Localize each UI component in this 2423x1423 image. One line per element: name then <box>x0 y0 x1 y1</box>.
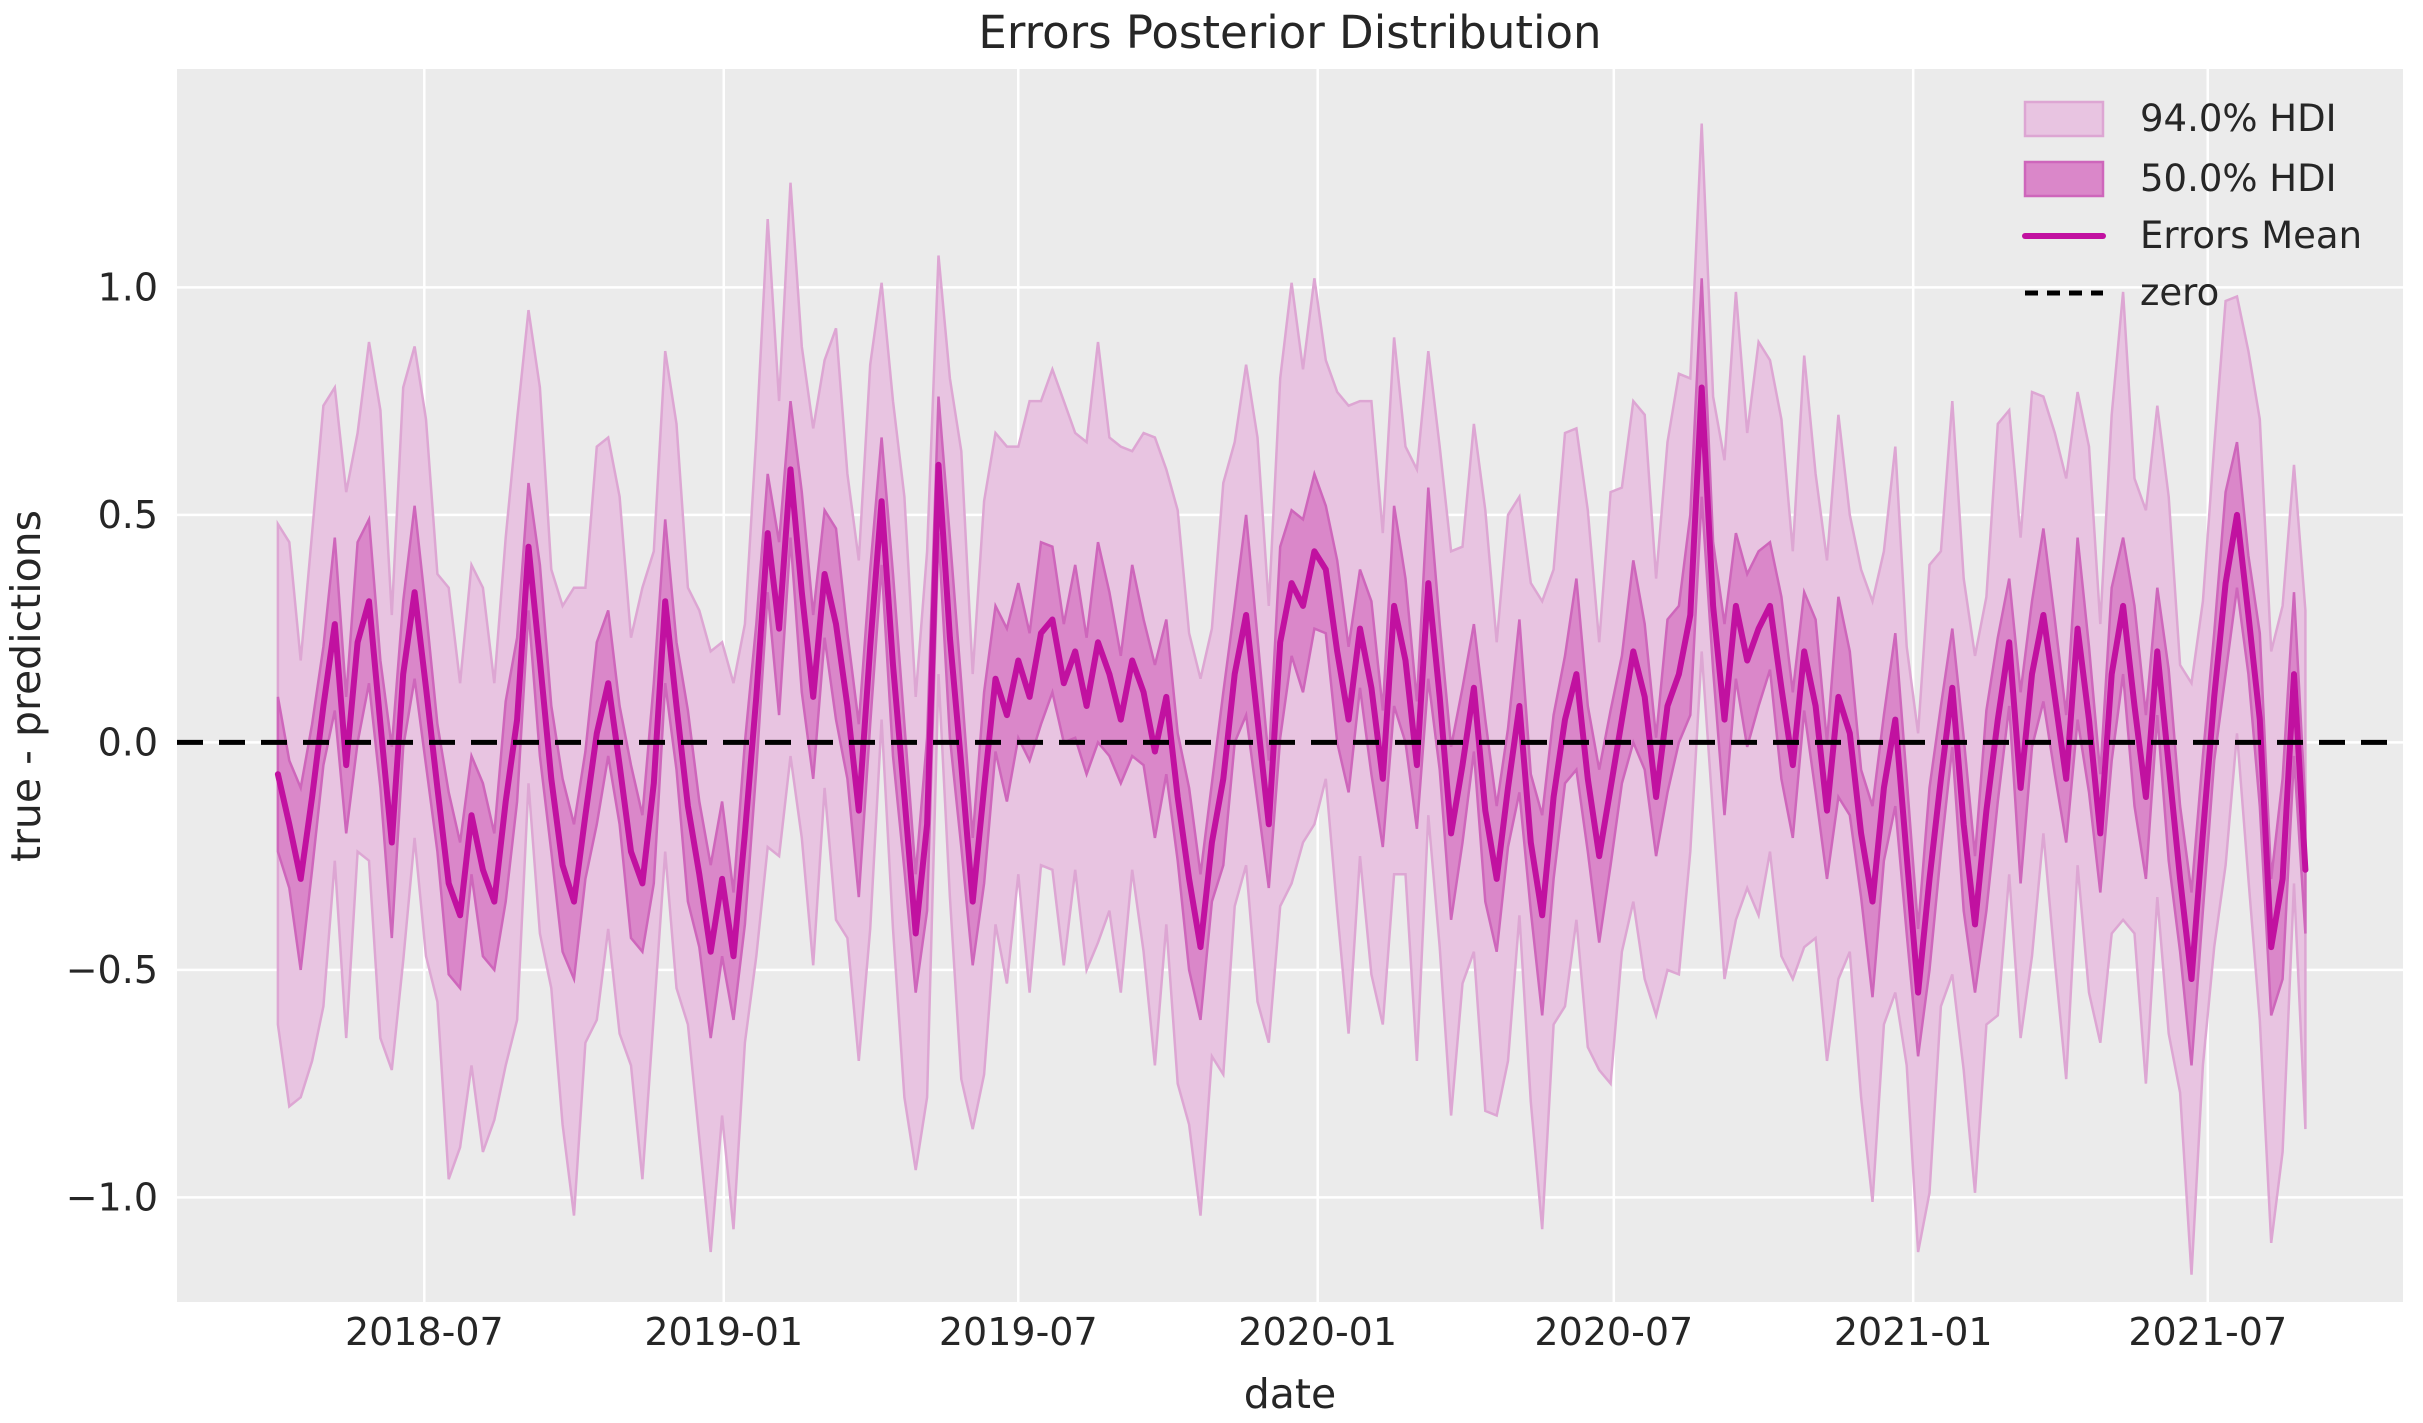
tick-label: 2020-01 <box>1238 1310 1397 1354</box>
legend-item-zero: zero <box>2025 271 2219 314</box>
tick-label: 2019-01 <box>644 1310 803 1354</box>
tick-label: 0.0 <box>98 720 158 764</box>
errors-mean-line <box>274 384 2309 996</box>
legend-label-zero: zero <box>2140 271 2219 314</box>
tick-label: 0.5 <box>98 493 158 537</box>
tick-label: 2019-07 <box>939 1310 1098 1354</box>
y-tick-labels: 1.0 0.5 0.0 −0.5 −1.0 <box>66 265 158 1219</box>
tick-label: 1.0 <box>98 265 158 309</box>
x-tick-labels: 2018-07 2019-01 2019-07 2020-01 2020-07 2021-… <box>345 1310 2287 1354</box>
legend-label-hdi50: 50.0% HDI <box>2140 157 2337 200</box>
legend-label-hdi94: 94.0% HDI <box>2140 97 2337 140</box>
legend-item-hdi50: 50.0% HDI <box>2023 157 2337 200</box>
x-axis-label: date <box>1244 1370 1336 1418</box>
tick-label: 2020-07 <box>1534 1310 1693 1354</box>
hdi50-swatch <box>2023 160 2105 198</box>
tick-label: 2021-07 <box>2128 1310 2287 1354</box>
tick-label: −0.5 <box>66 948 158 992</box>
legend-item-mean: Errors Mean <box>2022 214 2362 257</box>
hdi94-swatch <box>2023 100 2105 138</box>
legend-item-hdi94: 94.0% HDI <box>2023 97 2337 140</box>
tick-label: 2018-07 <box>345 1310 504 1354</box>
hdi94-band <box>276 123 2307 1275</box>
tick-label: −1.0 <box>66 1175 158 1219</box>
y-axis-label: true - predictions <box>2 510 50 862</box>
tick-label: 2021-01 <box>1834 1310 1993 1354</box>
hdi50-band <box>276 278 2307 1066</box>
chart-title: Errors Posterior Distribution <box>978 6 1601 59</box>
legend: 94.0% HDI 50.0% HDI Errors Mean zero <box>2022 97 2362 314</box>
legend-label-mean: Errors Mean <box>2140 214 2362 257</box>
